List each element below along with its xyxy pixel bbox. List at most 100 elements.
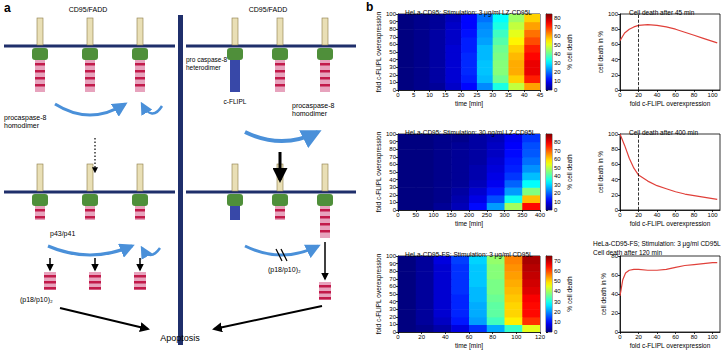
svg-text:100: 100 — [708, 92, 719, 98]
svg-text:50: 50 — [554, 165, 561, 171]
svg-text:100: 100 — [608, 131, 619, 137]
svg-text:30: 30 — [489, 92, 496, 98]
svg-text:Cell death after 120 min: Cell death after 120 min — [593, 249, 662, 256]
svg-text:% cell death: % cell death — [566, 276, 573, 312]
svg-text:0: 0 — [618, 334, 622, 340]
svg-text:40: 40 — [442, 334, 449, 340]
svg-text:10: 10 — [426, 92, 433, 98]
svg-text:20: 20 — [389, 192, 396, 198]
svg-text:Apoptosis: Apoptosis — [160, 333, 200, 343]
svg-text:cell death in %: cell death in % — [600, 273, 607, 315]
svg-text:100: 100 — [428, 212, 439, 218]
svg-text:400: 400 — [535, 212, 546, 218]
svg-text:fold c-FLIPL overexpression: fold c-FLIPL overexpression — [630, 220, 711, 228]
svg-text:250: 250 — [482, 212, 493, 218]
svg-text:homodimer: homodimer — [4, 122, 40, 129]
svg-text:0: 0 — [618, 212, 622, 218]
svg-text:90: 90 — [389, 19, 396, 25]
svg-text:60: 60 — [554, 33, 561, 39]
svg-text:100: 100 — [708, 334, 719, 340]
svg-text:70: 70 — [554, 258, 561, 264]
svg-text:60: 60 — [672, 92, 679, 98]
svg-text:procaspase-8: procaspase-8 — [292, 102, 335, 110]
svg-text:30: 30 — [389, 184, 396, 190]
svg-text:30: 30 — [389, 306, 396, 312]
svg-text:0: 0 — [618, 92, 622, 98]
svg-text:30: 30 — [389, 64, 396, 70]
svg-text:60: 60 — [389, 283, 396, 289]
svg-text:fold c-FLIPL overexpression: fold c-FLIPL overexpression — [375, 11, 383, 92]
svg-text:10: 10 — [389, 321, 396, 327]
svg-text:30: 30 — [554, 299, 561, 305]
svg-text:% cell death: % cell death — [566, 154, 573, 190]
svg-text:20: 20 — [554, 309, 561, 315]
svg-text:40: 40 — [554, 173, 561, 179]
svg-text:20: 20 — [389, 314, 396, 320]
svg-text:(p18/p10)₂: (p18/p10)₂ — [20, 296, 53, 304]
svg-text:cell death in %: cell death in % — [597, 31, 604, 73]
svg-text:90: 90 — [389, 261, 396, 267]
svg-text:80: 80 — [611, 146, 618, 152]
svg-text:50: 50 — [389, 169, 396, 175]
svg-text:80: 80 — [554, 15, 561, 21]
svg-text:100: 100 — [608, 11, 619, 17]
svg-text:c-FLIPL: c-FLIPL — [224, 98, 247, 105]
svg-text:10: 10 — [389, 79, 396, 85]
svg-text:60: 60 — [466, 334, 473, 340]
svg-text:100: 100 — [386, 131, 397, 137]
svg-text:10: 10 — [554, 319, 561, 325]
svg-text:80: 80 — [389, 26, 396, 32]
svg-text:35: 35 — [505, 92, 512, 98]
svg-text:0: 0 — [554, 207, 558, 213]
svg-text:CD95/FADD: CD95/FADD — [249, 6, 288, 13]
svg-text:10: 10 — [389, 199, 396, 205]
svg-text:100: 100 — [386, 253, 397, 259]
svg-text:50: 50 — [554, 278, 561, 284]
svg-text:homodimer: homodimer — [292, 110, 328, 117]
svg-text:30: 30 — [554, 60, 561, 66]
svg-text:60: 60 — [611, 272, 618, 278]
svg-text:60: 60 — [389, 161, 396, 167]
svg-text:a: a — [4, 1, 11, 15]
svg-text:80: 80 — [691, 212, 698, 218]
svg-text:20: 20 — [554, 190, 561, 196]
svg-text:50: 50 — [389, 291, 396, 297]
svg-text:25: 25 — [474, 92, 481, 98]
svg-text:70: 70 — [554, 24, 561, 30]
svg-text:20: 20 — [635, 212, 642, 218]
svg-text:0: 0 — [396, 212, 400, 218]
svg-text:10: 10 — [554, 199, 561, 205]
svg-text:CD95/FADD: CD95/FADD — [69, 6, 108, 13]
svg-text:Cell death after 400 min: Cell death after 400 min — [629, 129, 698, 136]
svg-text:20: 20 — [611, 72, 618, 78]
svg-text:70: 70 — [554, 148, 561, 154]
svg-text:20: 20 — [458, 92, 465, 98]
svg-text:80: 80 — [691, 334, 698, 340]
svg-text:60: 60 — [554, 156, 561, 162]
svg-text:100: 100 — [511, 334, 522, 340]
svg-text:50: 50 — [554, 42, 561, 48]
svg-text:20: 20 — [611, 310, 618, 316]
svg-text:45: 45 — [537, 92, 544, 98]
svg-text:fold c-FLIPL overexpression: fold c-FLIPL overexpression — [375, 131, 383, 212]
svg-text:pro caspase-8: pro caspase-8 — [186, 56, 228, 64]
svg-text:90: 90 — [389, 139, 396, 145]
svg-text:40: 40 — [654, 334, 661, 340]
svg-text:cell death in %: cell death in % — [597, 151, 604, 193]
svg-text:0: 0 — [396, 92, 400, 98]
svg-text:70: 70 — [389, 276, 396, 282]
svg-text:50: 50 — [389, 49, 396, 55]
svg-text:60: 60 — [611, 41, 618, 47]
svg-text:% cell death: % cell death — [566, 34, 573, 70]
svg-text:60: 60 — [672, 212, 679, 218]
svg-text:60: 60 — [554, 268, 561, 274]
svg-text:heterodimer: heterodimer — [186, 64, 222, 71]
svg-text:40: 40 — [654, 92, 661, 98]
svg-text:30: 30 — [554, 182, 561, 188]
svg-text:120: 120 — [535, 334, 546, 340]
svg-text:80: 80 — [389, 146, 396, 152]
svg-text:20: 20 — [611, 192, 618, 198]
svg-text:60: 60 — [389, 41, 396, 47]
svg-text:Cell death after 45 min: Cell death after 45 min — [629, 9, 695, 16]
svg-text:60: 60 — [611, 161, 618, 167]
